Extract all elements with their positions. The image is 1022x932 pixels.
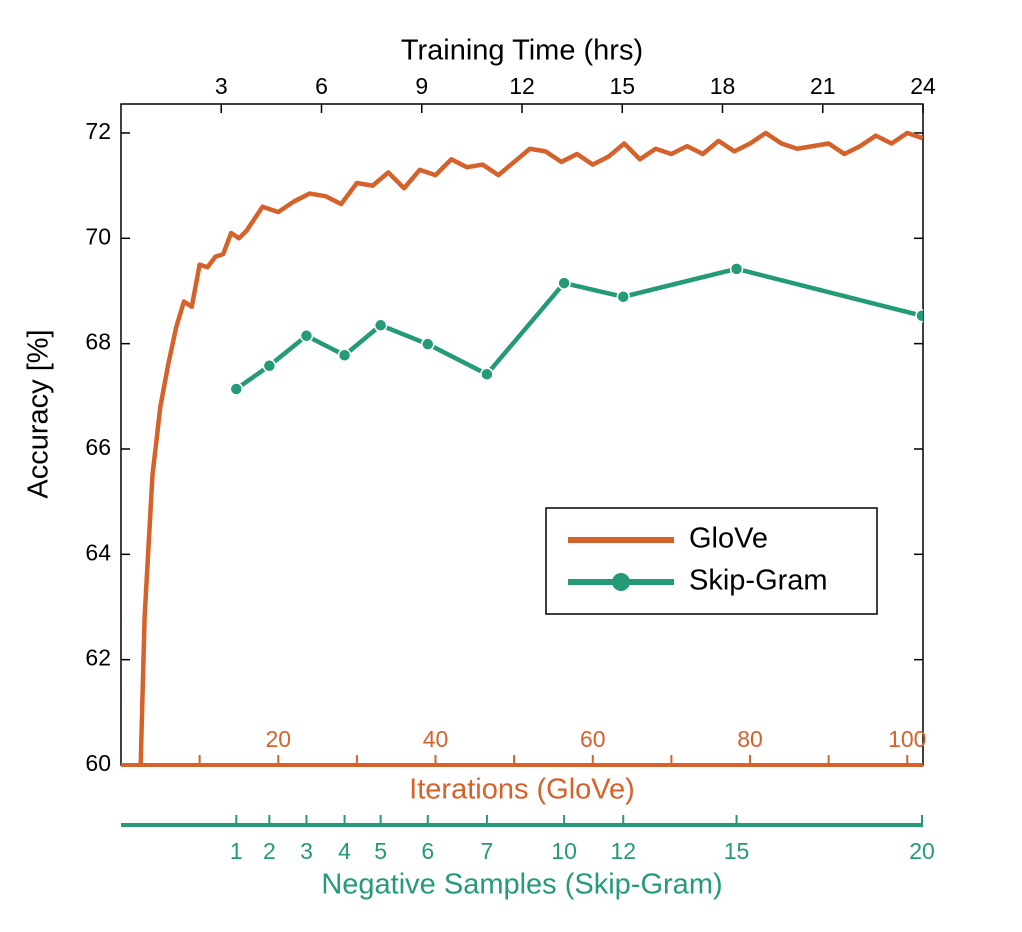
legend-box: [545, 507, 878, 615]
negative-samples-tick-label: 1: [230, 838, 243, 864]
iterations-tick-label: 40: [423, 726, 449, 752]
series-marker: [729, 262, 744, 276]
y-tick-label: 66: [85, 434, 111, 460]
series-marker: [299, 328, 314, 343]
negative-samples-tick-label: 6: [421, 838, 434, 864]
top-tick-label: 3: [215, 73, 228, 99]
series-marker: [480, 367, 494, 381]
negative-samples-tick-label: 5: [374, 838, 387, 864]
negative-samples-tick-label: 12: [610, 838, 636, 864]
series-marker: [915, 308, 923, 323]
series-line: [234, 266, 923, 391]
y-axis-label: Accuracy [%]: [23, 329, 55, 498]
legend-marker: [612, 573, 630, 591]
series-line: [138, 130, 923, 765]
plot-frame: [120, 103, 924, 766]
top-tick-label: 24: [910, 73, 936, 99]
series-marker: [373, 318, 388, 332]
y-tick-label: 72: [85, 118, 111, 144]
series-marker: [229, 382, 244, 396]
legend-label: GloVe: [689, 523, 768, 555]
legend-label: Skip-Gram: [689, 565, 828, 597]
negative-samples-tick-label: 7: [481, 838, 494, 864]
iterations-axis-label: Iterations (GloVe): [409, 774, 635, 806]
negative-samples-tick-label: 3: [300, 838, 313, 864]
iterations-tick-label: 60: [580, 726, 606, 752]
iterations-tick-label: 80: [737, 726, 763, 752]
series-marker: [557, 276, 571, 290]
negative-samples-tick-label: 20: [909, 838, 935, 864]
negative-samples-tick-label: 4: [338, 838, 351, 864]
series-marker: [421, 337, 435, 351]
y-tick-label: 62: [85, 645, 111, 671]
y-tick-label: 68: [85, 329, 111, 355]
top-tick-label: 21: [810, 73, 836, 99]
iterations-tick-label: 100: [888, 726, 926, 752]
top-tick-label: 9: [415, 73, 428, 99]
plot-area: [138, 130, 923, 765]
negative-samples-tick-label: 10: [551, 838, 577, 864]
y-tick-label: 64: [85, 539, 111, 565]
y-tick-label: 70: [85, 223, 111, 249]
series-marker: [337, 348, 352, 362]
top-axis-label: Training Time (hrs): [401, 35, 643, 67]
top-tick-label: 12: [509, 73, 535, 99]
top-tick-label: 18: [710, 73, 736, 99]
negative-samples-axis-label: Negative Samples (Skip-Gram): [321, 869, 722, 901]
negative-samples-tick-label: 15: [724, 838, 750, 864]
iterations-tick-label: 20: [265, 726, 291, 752]
series-marker: [262, 359, 277, 373]
series-marker: [616, 290, 631, 304]
y-tick-label: 60: [85, 750, 111, 776]
top-tick-label: 6: [315, 73, 328, 99]
top-tick-label: 15: [609, 73, 635, 99]
negative-samples-tick-label: 2: [263, 838, 276, 864]
